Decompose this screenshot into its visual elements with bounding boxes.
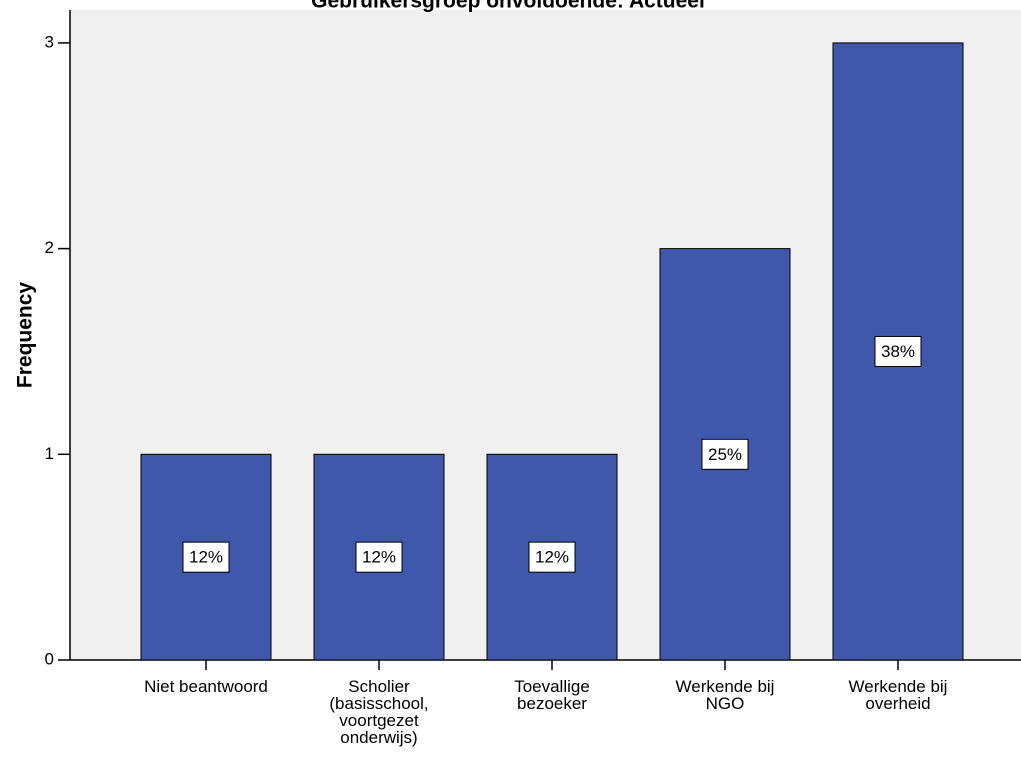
x-tick-label: Werkende bij overheid <box>849 677 948 713</box>
x-tick-label-line: Werkende bij <box>849 677 948 696</box>
data-label: 25% <box>708 445 742 464</box>
chart-title: Gebruikersgroep onvoldoende: Actueel <box>311 0 705 13</box>
data-label: 12% <box>535 548 569 567</box>
x-tick-label-line: Toevallige <box>514 677 590 696</box>
x-tick-label: Niet beantwoord <box>144 677 268 696</box>
x-tick-label-line: voortgezet <box>339 711 419 730</box>
x-tick-label-line: bezoeker <box>517 694 587 713</box>
x-tick-label: Werkende bij NGO <box>676 677 775 713</box>
x-tick-label: Scholier (basisschool, voortgezet onderwijs… <box>329 677 428 747</box>
data-label: 12% <box>189 548 223 567</box>
y-tick-label: 3 <box>45 32 54 51</box>
x-tick-label: Toevallige bezoeker <box>514 677 590 713</box>
y-tick-label: 1 <box>45 444 54 463</box>
x-tick-label-line: Niet beantwoord <box>144 677 268 696</box>
x-tick-label-line: (basisschool, <box>329 694 428 713</box>
x-tick-label-line: NGO <box>706 694 745 713</box>
x-tick-label-line: Werkende bij <box>676 677 775 696</box>
data-label: 12% <box>362 548 396 567</box>
data-label: 38% <box>881 342 915 361</box>
data-label-box <box>182 541 230 573</box>
x-tick-label-line: overheid <box>865 694 930 713</box>
y-tick-label: 2 <box>45 238 54 257</box>
y-tick-label: 0 <box>45 649 54 668</box>
data-label-box <box>874 335 922 367</box>
bar <box>140 453 272 661</box>
x-tick-label-line: onderwijs) <box>340 728 417 747</box>
data-label-box <box>528 541 576 573</box>
x-tick-label-line: Scholier <box>348 677 410 696</box>
y-axis-label: Frequency <box>14 282 37 389</box>
data-label-box <box>701 438 749 470</box>
data-label-box <box>355 541 403 573</box>
